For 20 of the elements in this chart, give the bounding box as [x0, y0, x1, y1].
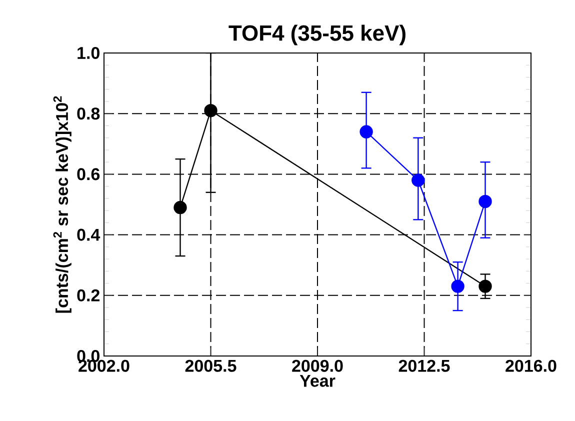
- x-tick-label: 2009.0: [292, 360, 343, 372]
- y-tick-label: 0.6: [77, 168, 100, 180]
- point: [174, 200, 187, 214]
- x-tick-label: 2002.0: [78, 360, 130, 372]
- x-axis-title: Year: [300, 374, 336, 387]
- x-tick-label: 2012.5: [398, 360, 450, 372]
- x-tick-label: 2016.0: [506, 360, 556, 372]
- point: [478, 280, 492, 293]
- y-tick-label: 1.0: [78, 46, 100, 60]
- y-tick-label: 0.8: [77, 108, 100, 120]
- point: [360, 125, 373, 138]
- y-tick-label: 0.2: [77, 289, 100, 302]
- chart-title: TOF4 (35-55 keV): [228, 24, 406, 46]
- point: [204, 104, 218, 118]
- y-tick-label: 0.4: [77, 228, 100, 241]
- point: [412, 174, 425, 187]
- x-tick-label: 2005.5: [185, 360, 236, 372]
- point: [451, 280, 464, 293]
- y-axis-title: [cnts/(cm$^{2}$ sr sec keV)]x10$^{2}$: [53, 96, 72, 313]
- point: [478, 194, 492, 208]
